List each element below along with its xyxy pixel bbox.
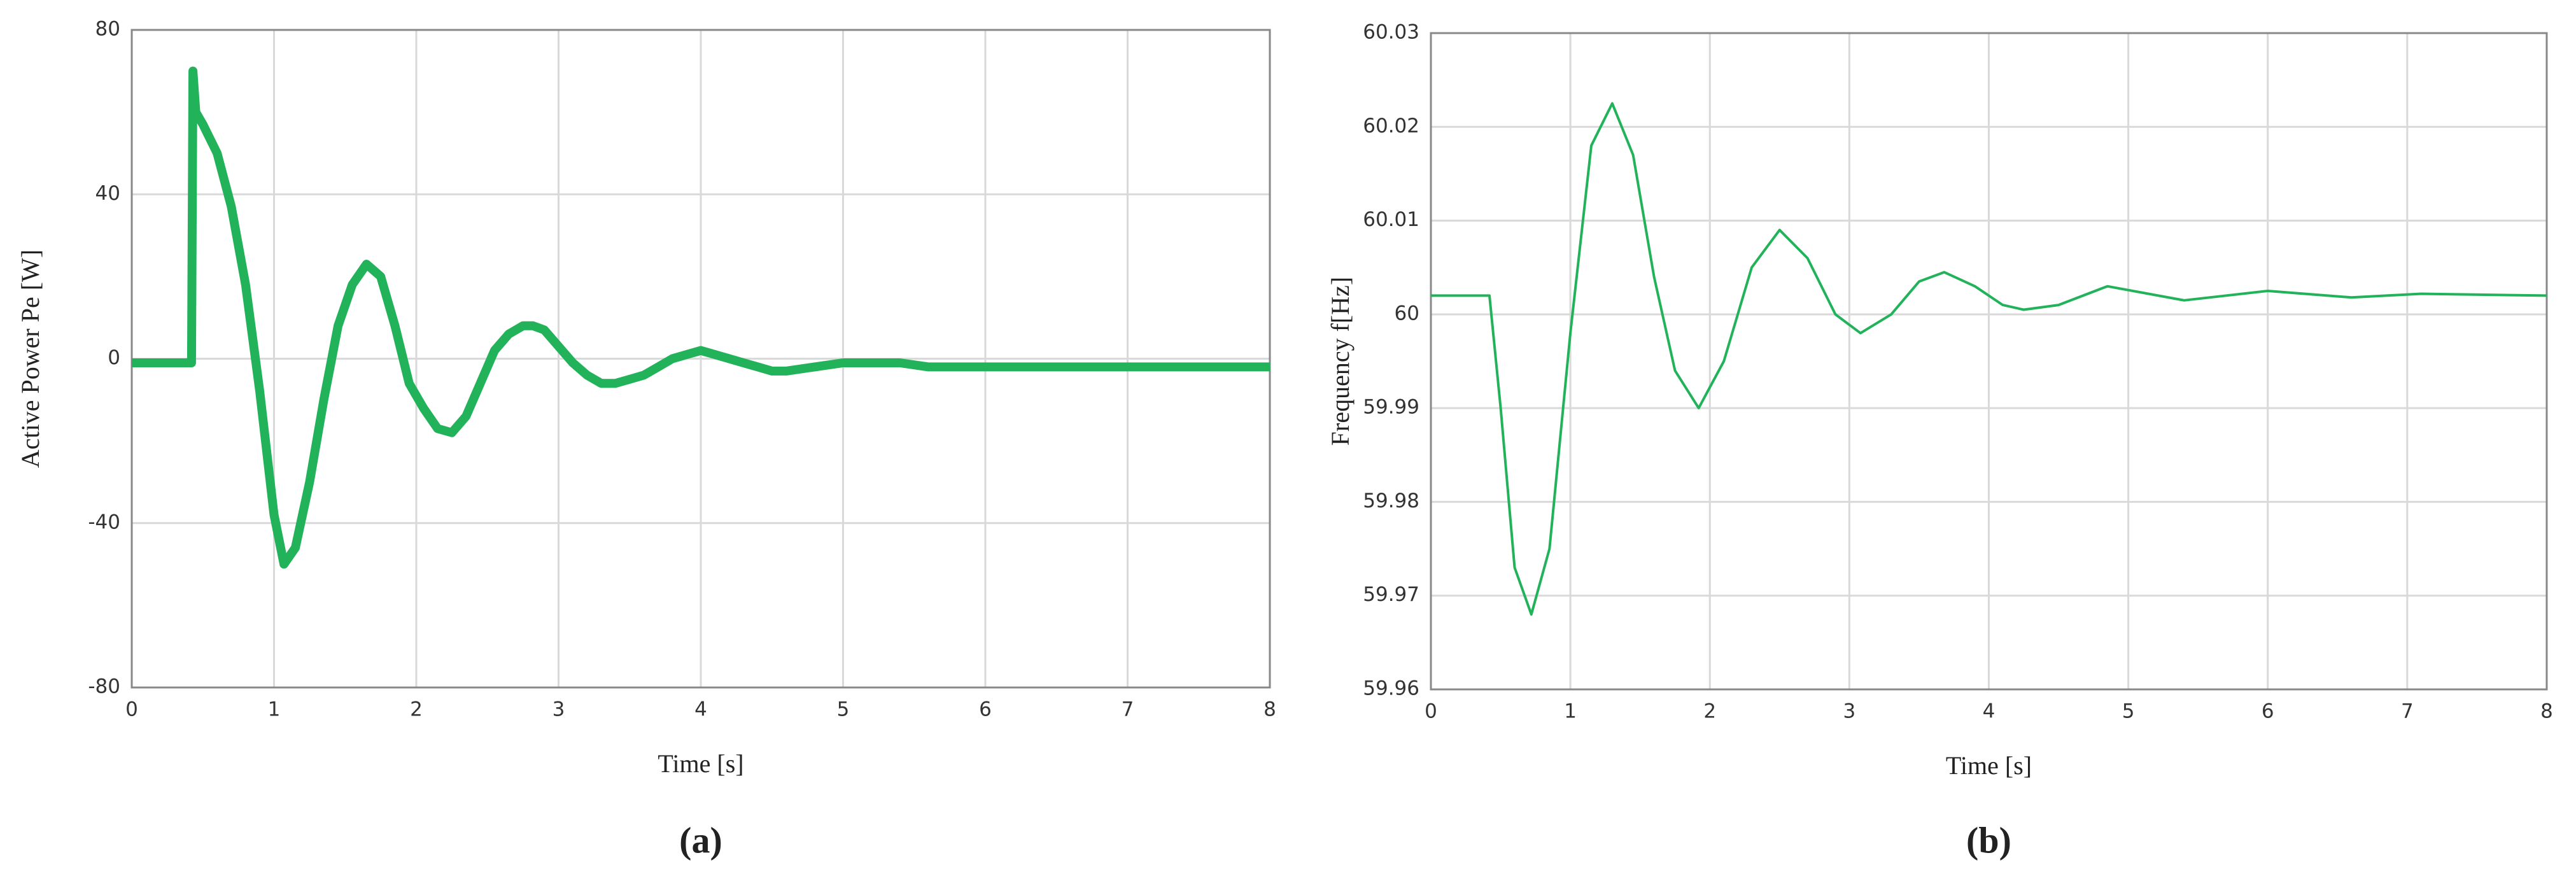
y-tick-label: 60.03	[1363, 21, 1419, 44]
x-axis-label: Time [s]	[658, 749, 743, 778]
panel-caption: (b)	[1966, 819, 2011, 861]
y-tick-label: 60.01	[1363, 208, 1419, 231]
x-tick-label: 8	[2540, 700, 2553, 723]
y-tick-label: 80	[95, 18, 120, 41]
y-tick-label: 59.98	[1363, 490, 1419, 512]
x-axis-label: Time [s]	[1946, 751, 2032, 780]
x-tick-label: 3	[553, 698, 565, 721]
x-tick-label: 2	[1703, 700, 1716, 723]
x-tick-label: 2	[410, 698, 423, 721]
x-tick-label: 3	[1843, 700, 1856, 723]
x-tick-label: 5	[837, 698, 850, 721]
x-tick-label: 5	[2122, 700, 2135, 723]
x-tick-label: 6	[979, 698, 992, 721]
x-tick-label: 4	[694, 698, 707, 721]
x-tick-label: 4	[1983, 700, 1995, 723]
x-tick-label: 1	[1564, 700, 1577, 723]
y-axis-label: Active Power Pe [W]	[16, 250, 45, 468]
y-tick-label: 59.99	[1363, 396, 1419, 419]
data-line	[132, 66, 1270, 569]
x-tick-label: 7	[1122, 698, 1134, 721]
y-tick-label: -40	[88, 511, 120, 533]
y-tick-label: 60.02	[1363, 115, 1419, 137]
y-tick-label: 40	[95, 182, 120, 205]
data-line	[1431, 102, 2547, 616]
x-tick-label: 0	[125, 698, 138, 721]
y-tick-label: 59.97	[1363, 583, 1419, 606]
x-tick-label: 7	[2401, 700, 2414, 723]
plot-frame	[1430, 32, 2548, 691]
y-axis-label: Frequency f[Hz]	[1326, 277, 1355, 446]
x-tick-label: 0	[1425, 700, 1437, 723]
x-tick-label: 6	[2262, 700, 2274, 723]
y-tick-label: 59.96	[1363, 677, 1419, 700]
x-tick-label: 1	[268, 698, 281, 721]
y-tick-label: 60	[1395, 302, 1419, 325]
y-tick-label: 0	[108, 346, 120, 369]
y-tick-label: -80	[88, 675, 120, 698]
panel-caption: (a)	[679, 819, 722, 861]
x-tick-label: 8	[1263, 698, 1276, 721]
